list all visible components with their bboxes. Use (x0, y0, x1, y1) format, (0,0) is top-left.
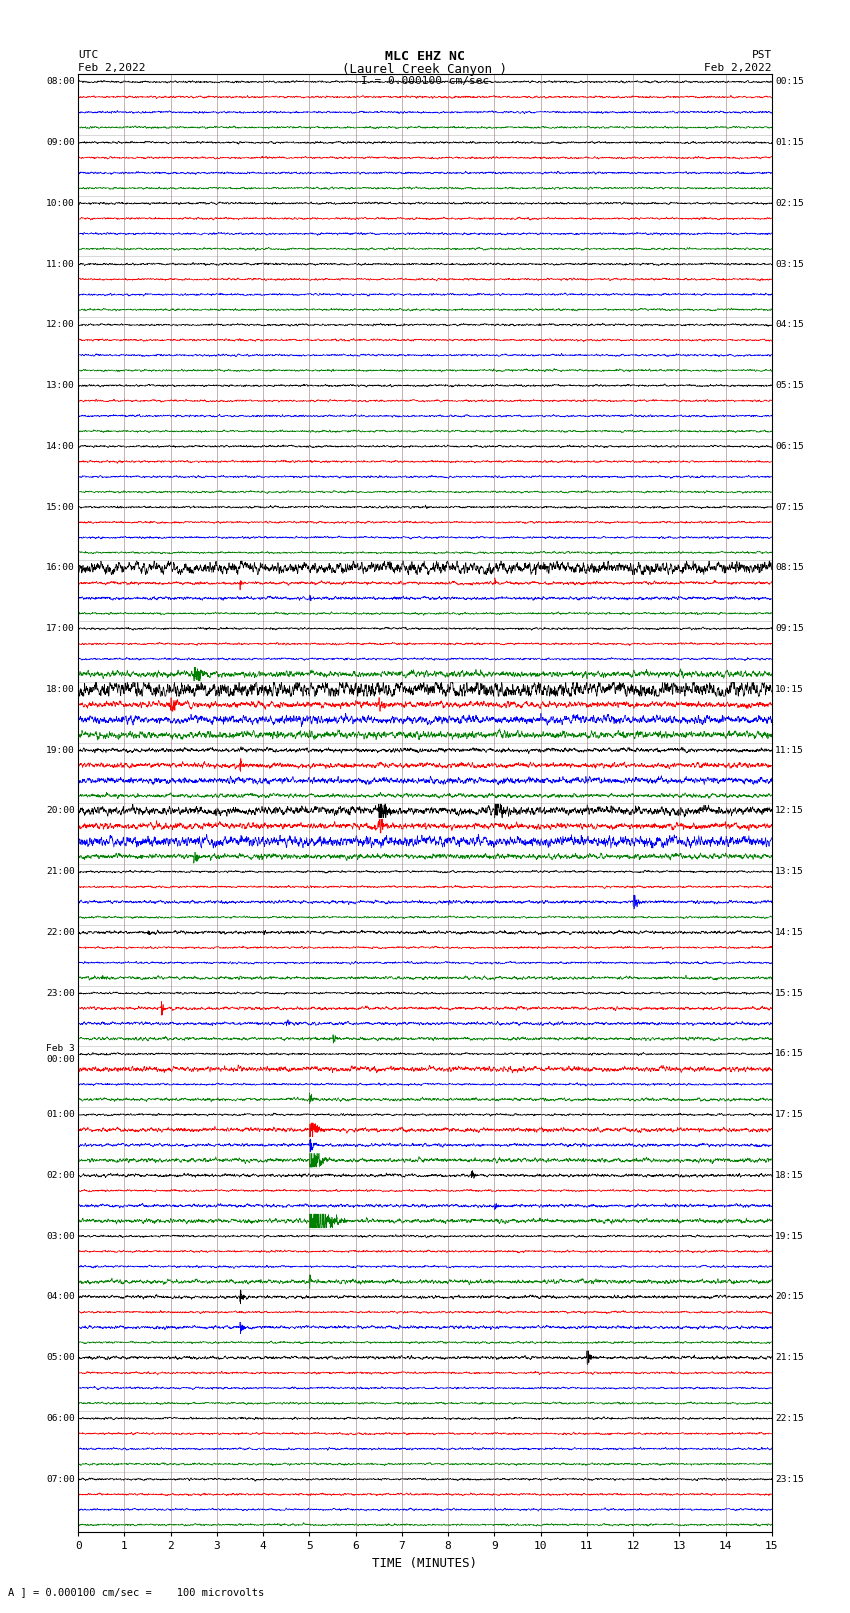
Text: 11:15: 11:15 (775, 745, 804, 755)
Text: 21:15: 21:15 (775, 1353, 804, 1361)
Text: 03:15: 03:15 (775, 260, 804, 268)
Text: 15:00: 15:00 (46, 503, 75, 511)
Text: 16:15: 16:15 (775, 1050, 804, 1058)
Text: Feb 2,2022: Feb 2,2022 (78, 63, 145, 73)
Text: 01:00: 01:00 (46, 1110, 75, 1119)
Text: 07:00: 07:00 (46, 1474, 75, 1484)
Text: 09:15: 09:15 (775, 624, 804, 632)
Text: 16:00: 16:00 (46, 563, 75, 573)
Text: 22:00: 22:00 (46, 927, 75, 937)
Text: 05:15: 05:15 (775, 381, 804, 390)
Text: 19:15: 19:15 (775, 1232, 804, 1240)
Text: I = 0.000100 cm/sec: I = 0.000100 cm/sec (361, 76, 489, 85)
Text: 01:15: 01:15 (775, 139, 804, 147)
Text: 13:15: 13:15 (775, 868, 804, 876)
Text: (Laurel Creek Canyon ): (Laurel Creek Canyon ) (343, 63, 507, 76)
Text: 17:15: 17:15 (775, 1110, 804, 1119)
Text: 08:15: 08:15 (775, 563, 804, 573)
Text: 21:00: 21:00 (46, 868, 75, 876)
Text: 08:00: 08:00 (46, 77, 75, 85)
Text: 11:00: 11:00 (46, 260, 75, 268)
Text: UTC: UTC (78, 50, 99, 60)
Text: 20:15: 20:15 (775, 1292, 804, 1302)
Text: PST: PST (751, 50, 772, 60)
Text: 18:00: 18:00 (46, 686, 75, 694)
Text: 06:00: 06:00 (46, 1415, 75, 1423)
Text: 10:15: 10:15 (775, 686, 804, 694)
Text: Feb 2,2022: Feb 2,2022 (705, 63, 772, 73)
Text: 04:00: 04:00 (46, 1292, 75, 1302)
Text: 18:15: 18:15 (775, 1171, 804, 1179)
Text: 07:15: 07:15 (775, 503, 804, 511)
Text: 02:15: 02:15 (775, 198, 804, 208)
Text: 19:00: 19:00 (46, 745, 75, 755)
Text: 00:15: 00:15 (775, 77, 804, 85)
Text: Feb 3
00:00: Feb 3 00:00 (46, 1044, 75, 1063)
Text: 23:00: 23:00 (46, 989, 75, 997)
Text: 14:00: 14:00 (46, 442, 75, 450)
Text: MLC EHZ NC: MLC EHZ NC (385, 50, 465, 63)
Text: 22:15: 22:15 (775, 1415, 804, 1423)
Text: 13:00: 13:00 (46, 381, 75, 390)
Text: 06:15: 06:15 (775, 442, 804, 450)
Text: 15:15: 15:15 (775, 989, 804, 997)
Text: 02:00: 02:00 (46, 1171, 75, 1179)
X-axis label: TIME (MINUTES): TIME (MINUTES) (372, 1557, 478, 1569)
Text: 23:15: 23:15 (775, 1474, 804, 1484)
Text: 10:00: 10:00 (46, 198, 75, 208)
Text: 09:00: 09:00 (46, 139, 75, 147)
Text: 05:00: 05:00 (46, 1353, 75, 1361)
Text: 04:15: 04:15 (775, 321, 804, 329)
Text: 17:00: 17:00 (46, 624, 75, 632)
Text: 12:15: 12:15 (775, 806, 804, 815)
Text: 14:15: 14:15 (775, 927, 804, 937)
Text: 12:00: 12:00 (46, 321, 75, 329)
Text: A ] = 0.000100 cm/sec =    100 microvolts: A ] = 0.000100 cm/sec = 100 microvolts (8, 1587, 264, 1597)
Text: 03:00: 03:00 (46, 1232, 75, 1240)
Text: 20:00: 20:00 (46, 806, 75, 815)
